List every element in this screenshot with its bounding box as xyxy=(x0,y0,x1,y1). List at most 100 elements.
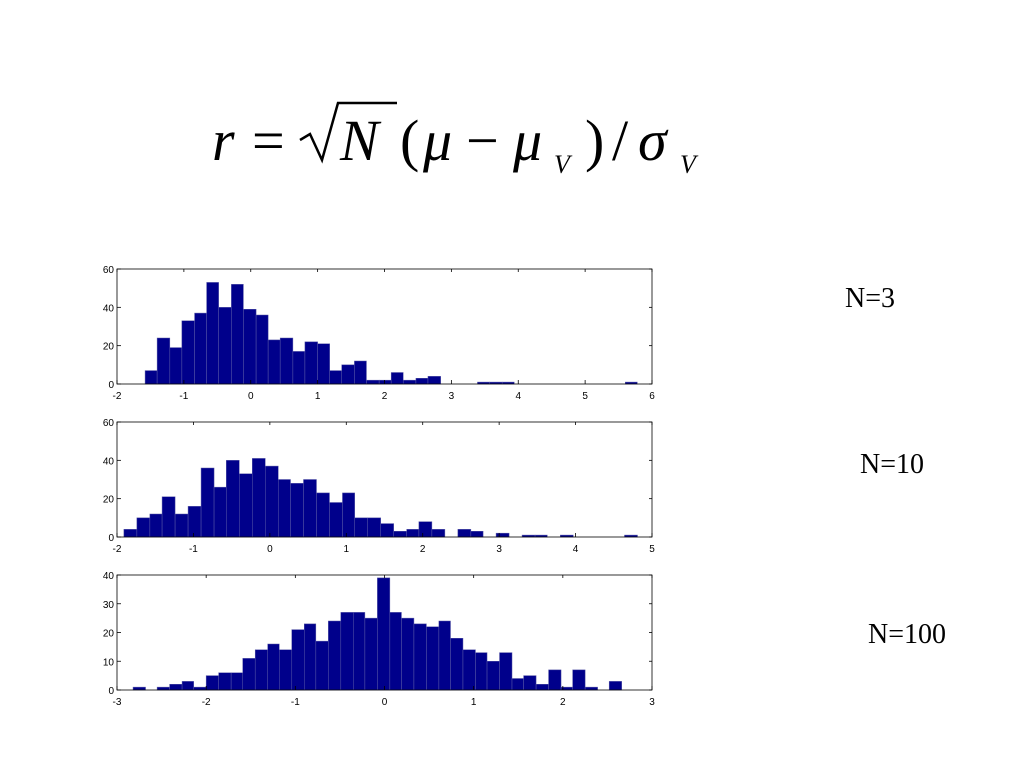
bar xyxy=(205,675,219,691)
bar xyxy=(535,684,549,691)
bar xyxy=(149,513,163,538)
bar xyxy=(402,379,417,385)
x-tick-label: -2 xyxy=(202,697,211,708)
axes-box xyxy=(116,421,653,538)
bar xyxy=(239,473,253,538)
bar xyxy=(267,643,280,691)
x-tick-label: 3 xyxy=(496,544,502,555)
x-tick-label: 2 xyxy=(560,697,566,708)
y-tick-label: 20 xyxy=(103,629,115,640)
bar xyxy=(511,678,524,691)
bar xyxy=(495,532,510,538)
bar xyxy=(230,672,243,691)
bar xyxy=(462,649,476,691)
bar xyxy=(206,282,219,385)
bar xyxy=(156,686,170,691)
bar xyxy=(393,531,407,538)
y-tick-label: 10 xyxy=(103,657,115,668)
bar xyxy=(169,684,183,691)
y-tick-label: 30 xyxy=(103,600,115,611)
x-tick-label: 0 xyxy=(267,544,273,555)
bar xyxy=(279,649,293,691)
x-tick-label: 1 xyxy=(471,697,477,708)
bar xyxy=(377,577,391,691)
bar xyxy=(242,658,256,691)
bar xyxy=(278,479,291,538)
bar xyxy=(267,339,281,385)
bar xyxy=(380,523,394,538)
bar xyxy=(329,502,343,538)
bar xyxy=(213,486,227,538)
bar xyxy=(291,629,305,691)
y-tick-label: 0 xyxy=(108,533,114,544)
bar xyxy=(136,517,151,538)
x-tick-label: -1 xyxy=(179,391,188,402)
bar xyxy=(292,351,306,385)
x-tick-label: 0 xyxy=(248,391,254,402)
formula-token: = xyxy=(252,108,285,173)
x-tick-label: 6 xyxy=(649,391,655,402)
bar xyxy=(303,479,317,538)
bar xyxy=(354,517,368,538)
bar xyxy=(231,284,244,385)
x-tick-label: 4 xyxy=(573,544,579,555)
bar xyxy=(161,496,176,538)
formula-token: V xyxy=(554,150,573,179)
bar xyxy=(499,652,513,691)
bar xyxy=(226,460,240,538)
bar xyxy=(342,492,355,538)
bar xyxy=(426,626,440,691)
x-tick-label: 1 xyxy=(344,544,350,555)
sqrt-sign xyxy=(299,101,397,164)
bar xyxy=(193,686,207,691)
bar xyxy=(254,649,268,691)
bar xyxy=(450,638,464,691)
bar xyxy=(304,623,317,691)
bar xyxy=(279,337,294,385)
bar xyxy=(341,364,355,385)
bar xyxy=(413,623,427,691)
bar xyxy=(354,360,367,385)
bar xyxy=(406,529,420,538)
bar xyxy=(584,686,598,691)
formula-token: V xyxy=(680,150,699,179)
bar xyxy=(304,341,318,385)
formula-token: − xyxy=(466,108,499,173)
bar xyxy=(156,337,171,385)
x-tick-label: 3 xyxy=(649,697,655,708)
bar xyxy=(427,376,441,385)
bar xyxy=(187,506,202,538)
y-tick-label: 40 xyxy=(103,303,115,314)
y-tick-label: 20 xyxy=(103,342,115,353)
x-tick-label: 2 xyxy=(420,544,426,555)
bar xyxy=(378,379,392,385)
histogram-chart: -2 -1 0 1 2 3 4 5 0 20 40 60 N=10 xyxy=(103,418,924,555)
y-tick-label: 60 xyxy=(103,418,115,429)
bar xyxy=(548,669,562,691)
y-tick-label: 40 xyxy=(103,456,115,467)
bar xyxy=(329,370,342,385)
bar xyxy=(316,492,330,538)
bar xyxy=(317,343,330,385)
bar xyxy=(315,640,329,691)
formula-token: N xyxy=(339,108,382,173)
formula-token: ( xyxy=(400,108,419,173)
chart-annotation: N=3 xyxy=(845,283,895,314)
bar xyxy=(431,529,446,538)
bar xyxy=(438,620,451,691)
x-tick-label: -2 xyxy=(113,391,122,402)
formula-token: ) xyxy=(585,108,604,173)
x-tick-label: 5 xyxy=(582,391,588,402)
bar xyxy=(328,620,342,691)
bar xyxy=(123,529,138,538)
x-tick-label: 4 xyxy=(515,391,521,402)
y-tick-label: 60 xyxy=(103,265,115,276)
y-tick-label: 0 xyxy=(108,686,114,697)
bar xyxy=(390,372,404,385)
y-tick-label: 0 xyxy=(108,380,114,391)
formula-token: r xyxy=(212,108,235,173)
x-tick-label: -1 xyxy=(189,544,198,555)
bar xyxy=(194,312,207,385)
bar xyxy=(367,517,381,538)
